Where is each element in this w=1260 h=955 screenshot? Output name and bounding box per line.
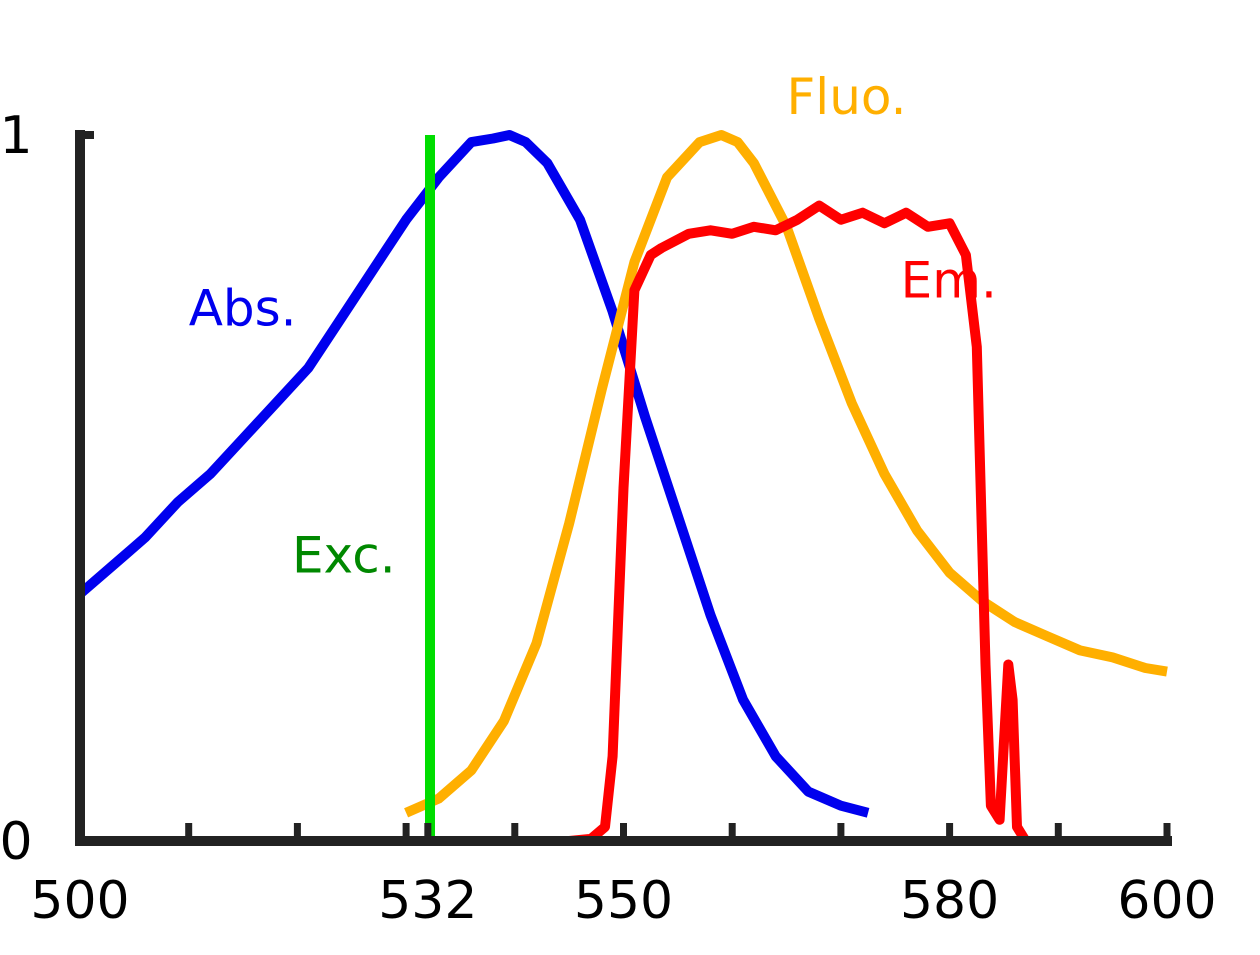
- x-tick-label-500: 500: [30, 871, 129, 931]
- series-label-em: Em.: [901, 251, 997, 309]
- series-label-exc: Exc.: [292, 527, 396, 585]
- y-tick-label-1: 1: [0, 106, 33, 166]
- axes-layer: [75, 130, 1172, 846]
- series-label-abs: Abs.: [189, 280, 297, 338]
- series-label-fluo: Fluo.: [787, 68, 907, 126]
- y-tick-label-0: 0: [0, 812, 33, 872]
- series-line-fluo: [404, 130, 1168, 818]
- label-layer: 500 532 550 580 600 0 1 Abs. Fluo. Em. Exc.: [0, 68, 1217, 931]
- x-tick-label-580: 580: [900, 871, 999, 931]
- x-tick-label-532: 532: [378, 871, 477, 931]
- x-tick-label-550: 550: [574, 871, 673, 931]
- series-line-abs: [76, 130, 870, 818]
- series-line-em: [80, 200, 1167, 846]
- x-tick-label-600: 600: [1117, 871, 1216, 931]
- series-layer: [76, 130, 1168, 846]
